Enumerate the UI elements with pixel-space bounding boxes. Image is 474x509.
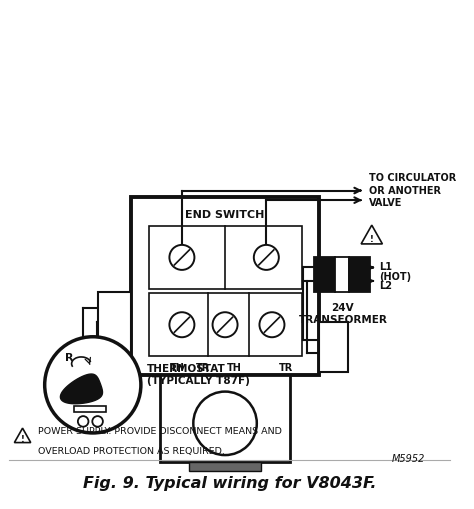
Bar [314, 257, 335, 292]
Circle shape [254, 245, 279, 270]
Text: TR: TR [196, 362, 210, 373]
Text: TH: TH [227, 362, 242, 373]
Bar [349, 257, 370, 292]
Text: TH: TH [170, 362, 184, 373]
Circle shape [212, 312, 237, 337]
Text: M5952: M5952 [392, 454, 425, 464]
Text: TO CIRCULATOR
OR ANOTHER
VALVE: TO CIRCULATOR OR ANOTHER VALVE [369, 173, 456, 208]
Text: THERMOSTAT
(TYPICALLY T87F): THERMOSTAT (TYPICALLY T87F) [146, 364, 249, 386]
Text: L1: L1 [380, 263, 392, 272]
Text: R: R [65, 353, 74, 363]
Text: POWER SUPPLY. PROVIDE DISCONNECT MEANS AND: POWER SUPPLY. PROVIDE DISCONNECT MEANS A… [38, 427, 282, 436]
Bar [131, 197, 319, 375]
Text: END SWITCH: END SWITCH [185, 210, 265, 219]
Circle shape [169, 312, 194, 337]
Bar [148, 226, 301, 289]
Polygon shape [60, 374, 102, 404]
Bar [319, 322, 348, 373]
Text: 24V
TRANSFORMER: 24V TRANSFORMER [299, 303, 387, 325]
Circle shape [259, 312, 284, 337]
Bar [189, 462, 261, 471]
Circle shape [169, 245, 194, 270]
Text: OVERLOAD PROTECTION AS REQUIRED.: OVERLOAD PROTECTION AS REQUIRED. [38, 447, 225, 457]
Text: TR: TR [279, 362, 293, 373]
Bar [98, 292, 131, 359]
Bar [335, 257, 349, 292]
Text: (HOT): (HOT) [380, 272, 411, 282]
Circle shape [45, 337, 141, 433]
Bar [160, 375, 290, 462]
Text: Fig. 9. Typical wiring for V8043F.: Fig. 9. Typical wiring for V8043F. [82, 476, 376, 492]
Bar [148, 294, 301, 356]
Text: L2: L2 [380, 281, 392, 291]
Text: !: ! [20, 435, 25, 444]
Text: !: ! [370, 235, 374, 244]
